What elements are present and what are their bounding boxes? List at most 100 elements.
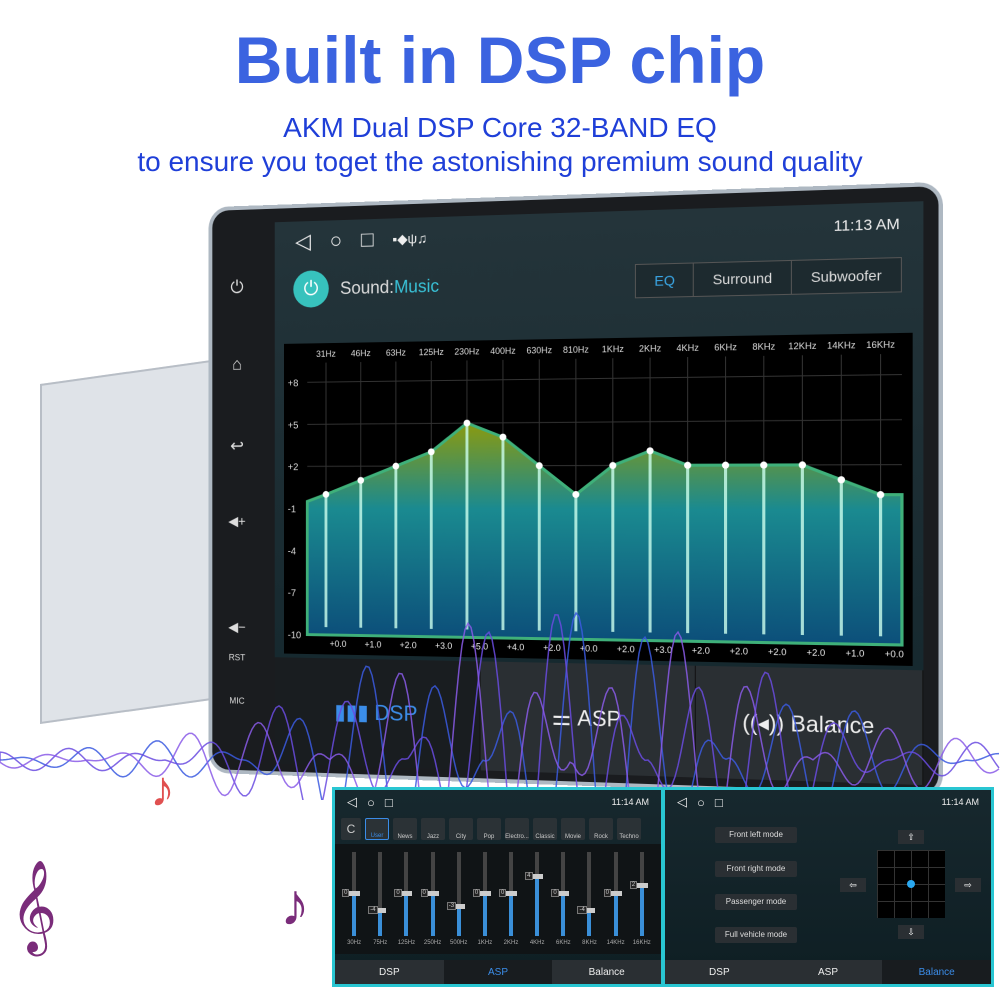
sound-source[interactable]: Music [394, 276, 439, 298]
power-icon: ⏻ [304, 278, 319, 301]
tab-asp[interactable]: ASP [774, 960, 883, 984]
preset-classic[interactable]: Classic [533, 818, 557, 840]
full-vehicle-mode-button[interactable]: Full vehicle mode [715, 927, 797, 943]
eq-band-point [760, 461, 767, 468]
eq-band-point [838, 476, 845, 483]
y-tick-label: +2 [288, 462, 299, 473]
preset-techno[interactable]: Techno [617, 818, 641, 840]
tab-dsp[interactable]: DSP [665, 960, 774, 984]
x-tick-label: 810Hz [563, 344, 589, 355]
x-tick-label: 63Hz [386, 347, 406, 357]
eq-slider[interactable]: 0 1KHz [475, 848, 495, 950]
recent-apps-icon[interactable]: □ [715, 795, 723, 810]
asp-screen: ◁ ○ □ 11:14 AM C User News Jazz City Pop Electro… [332, 787, 664, 987]
home-nav-icon[interactable]: ○ [697, 795, 705, 810]
eq-band-point [609, 462, 616, 469]
eq-slider[interactable]: 0 6KHz [553, 848, 573, 950]
eq-band-point [799, 461, 806, 468]
preset-pop[interactable]: Pop [477, 818, 501, 840]
preset-rock[interactable]: Rock [589, 818, 613, 840]
recent-apps-icon[interactable]: □ [361, 227, 374, 253]
balance-point[interactable] [907, 880, 915, 888]
preset-city[interactable]: City [449, 818, 473, 840]
eq-band-value-label: +2.0 [730, 646, 748, 657]
eq-slider[interactable]: 0 250Hz [423, 848, 443, 950]
slider-knob[interactable] [427, 891, 439, 896]
eq-chart[interactable]: +8 +5 +2 -1 -4 -7 -10 31Hz 46Hz 63Hz 125Hz 230Hz 400… [284, 333, 913, 666]
slider-knob[interactable] [636, 883, 648, 888]
gridline [307, 420, 902, 425]
eq-slider[interactable]: 0 125Hz [396, 848, 416, 950]
preset-electro[interactable]: Electro... [505, 818, 529, 840]
preset-user[interactable]: User [365, 818, 389, 840]
eq-band-value-label: +2.0 [807, 647, 826, 658]
home-nav-icon[interactable]: ○ [367, 795, 375, 810]
reset-button[interactable]: C [341, 818, 361, 840]
tab-eq[interactable]: EQ [636, 264, 693, 298]
preset-movie[interactable]: Movie [561, 818, 585, 840]
x-tick-label: 630Hz [526, 345, 552, 356]
balance-grid[interactable] [877, 850, 945, 918]
volume-down-button[interactable]: ◀− [223, 619, 251, 636]
status-icons: ▪◆ψ♫ [393, 230, 428, 248]
eq-slider[interactable]: 4 4KHz [527, 848, 547, 950]
eq-slider[interactable]: -4 75Hz [370, 848, 390, 950]
front-left-mode-button[interactable]: Front left mode [715, 827, 797, 843]
eq-band-value-label: +0.0 [885, 649, 904, 660]
tab-balance[interactable]: Balance [552, 960, 661, 984]
tab-balance[interactable]: Balance [882, 960, 991, 984]
tab-dsp[interactable]: DSP [335, 960, 444, 984]
back-nav-icon[interactable]: ◁ [347, 794, 357, 810]
clock: 11:14 AM [942, 797, 979, 807]
tab-balance[interactable]: ((◂)) Balance [696, 666, 923, 785]
back-nav-icon[interactable]: ◁ [677, 794, 687, 810]
slider-knob[interactable] [531, 874, 543, 879]
slider-knob[interactable] [505, 891, 517, 896]
preset-jazz[interactable]: Jazz [421, 818, 445, 840]
tab-dsp[interactable]: ▮▮▮ DSP [275, 657, 480, 770]
speaker-icon: ((◂)) [742, 710, 790, 738]
eq-band-point [722, 462, 729, 469]
eq-band-point [647, 447, 654, 454]
volume-up-button[interactable]: ◀+ [223, 513, 251, 529]
front-right-mode-button[interactable]: Front right mode [715, 861, 797, 877]
tab-asp[interactable]: ⚌ ASP [480, 661, 696, 777]
slider-fill [431, 894, 435, 936]
tab-asp[interactable]: ASP [444, 960, 553, 984]
power-button[interactable]: ⏻ [223, 277, 251, 298]
recent-apps-icon[interactable]: □ [385, 795, 393, 810]
slider-fill [561, 894, 565, 936]
passenger-mode-button[interactable]: Passenger mode [715, 894, 797, 910]
right-arrow-button[interactable]: ⇨ [955, 878, 981, 892]
left-arrow-button[interactable]: ⇦ [840, 878, 866, 892]
sound-power-button[interactable]: ⏻ [293, 270, 328, 308]
eq-band-value-label: +3.0 [435, 641, 452, 651]
slider-knob[interactable] [400, 891, 412, 896]
up-arrow-button[interactable]: ⇧ [898, 830, 924, 844]
back-button[interactable]: ↩ [223, 436, 251, 456]
slider-knob[interactable] [610, 891, 622, 896]
slider-value: -4 [368, 906, 377, 914]
down-arrow-button[interactable]: ⇩ [898, 925, 924, 939]
eq-slider[interactable]: 0 2KHz [501, 848, 521, 950]
preset-news[interactable]: News [393, 818, 417, 840]
home-nav-icon[interactable]: ○ [330, 228, 342, 254]
eq-band-value-label: +2.0 [400, 640, 417, 650]
slider-fill [404, 894, 408, 936]
eq-band-value-label: +3.0 [654, 644, 672, 655]
tab-subwoofer[interactable]: Subwoofer [791, 258, 901, 294]
eq-slider[interactable]: 2 16KHz [632, 848, 652, 950]
slider-fill [509, 894, 513, 936]
slider-knob[interactable] [479, 891, 491, 896]
slider-knob[interactable] [557, 891, 569, 896]
eq-slider[interactable]: 0 14KHz [606, 848, 626, 950]
eq-slider[interactable]: 0 30Hz [344, 848, 364, 950]
eq-slider[interactable]: -3 500Hz [449, 848, 469, 950]
eq-slider[interactable]: -4 8KHz [579, 848, 599, 950]
slider-knob[interactable] [348, 891, 360, 896]
back-nav-icon[interactable]: ◁ [295, 229, 311, 255]
slider-fill [587, 911, 591, 936]
treble-clef-icon: 𝄞 [10, 860, 57, 953]
tab-surround[interactable]: Surround [693, 261, 791, 296]
home-button[interactable]: ⌂ [223, 354, 251, 375]
